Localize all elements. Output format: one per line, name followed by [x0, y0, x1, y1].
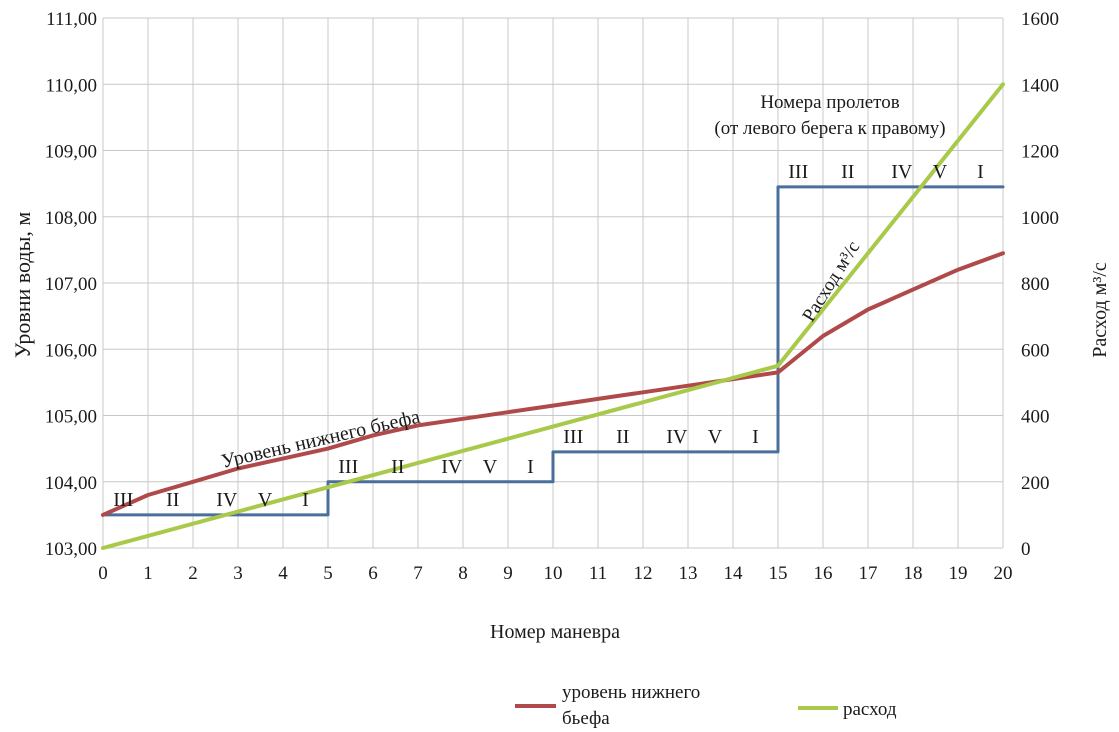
span-label: III: [563, 426, 583, 448]
legend: уровень нижнего бьефа расход: [515, 682, 897, 729]
x-tick-label: 4: [278, 563, 288, 584]
y-left-tick-label: 104,00: [45, 473, 97, 494]
span-label: II: [616, 426, 629, 448]
span-label: IV: [666, 426, 688, 448]
span-label: IV: [891, 161, 913, 183]
x-tick-label: 20: [994, 563, 1013, 584]
x-tick-label: 8: [458, 563, 468, 584]
x-tick-label: 14: [724, 563, 744, 584]
y-left-tick-label: 107,00: [45, 274, 97, 295]
x-tick-label: 2: [188, 563, 198, 584]
y-right-tick-label: 1000: [1021, 208, 1059, 229]
span-label: I: [302, 489, 309, 511]
span-label: V: [933, 161, 948, 183]
span-label: V: [258, 489, 273, 511]
x-tick-label: 10: [544, 563, 563, 584]
y-right-tick-label: 1600: [1021, 9, 1059, 30]
y-right-tick-label: 0: [1021, 539, 1031, 560]
spans-title-line-1: Номера пролетов: [760, 92, 899, 113]
x-tick-label: 9: [503, 563, 513, 584]
x-tick-label: 18: [904, 563, 923, 584]
y-right-tick-label: 600: [1021, 340, 1050, 361]
y-left-tick-label: 103,00: [45, 539, 97, 560]
x-tick-label: 0: [98, 563, 108, 584]
span-label: I: [527, 456, 534, 478]
span-label: II: [841, 161, 854, 183]
span-step-series: [101, 185, 1005, 517]
x-tick-label: 12: [634, 563, 653, 584]
span-label: V: [708, 426, 723, 448]
y-right-axis-label: Расход м³/с: [1089, 262, 1111, 358]
legend-label-discharge: расход: [843, 699, 897, 720]
span-label: III: [788, 161, 808, 183]
span-label: IV: [216, 489, 238, 511]
legend-label-tailwater-line2: бьефа: [562, 708, 610, 729]
x-axis-label: Номер маневра: [490, 621, 620, 643]
series-line-discharge: [101, 82, 1005, 550]
spans-title-line-2: (от левого берега к правому): [714, 118, 945, 139]
x-tick-label: 6: [368, 563, 378, 584]
series-lines: [101, 82, 1005, 550]
y-left-tick-label: 111,00: [46, 9, 97, 30]
x-tick-label: 1: [143, 563, 153, 584]
x-tick-label: 13: [679, 563, 698, 584]
span-label: III: [113, 489, 133, 511]
span-label: I: [752, 426, 759, 448]
x-tick-label: 5: [323, 563, 333, 584]
span-label: I: [977, 161, 984, 183]
discharge-line-label: Расход м³/с: [798, 238, 864, 326]
tick-labels: 0 1 2 3 4 5 6 7 8 9 10 11 12 13 14 15 16 17 18 19 20103,0010…: [45, 9, 1059, 584]
y-right-tick-label: 800: [1021, 274, 1050, 295]
y-right-tick-label: 200: [1021, 473, 1050, 494]
y-right-tick-label: 1200: [1021, 142, 1059, 163]
span-label: II: [391, 456, 404, 478]
span-label: IV: [441, 456, 463, 478]
x-tick-label: 3: [233, 563, 243, 584]
y-right-tick-label: 1400: [1021, 75, 1059, 96]
series-line-spans: [101, 185, 1005, 517]
y-left-tick-label: 106,00: [45, 340, 97, 361]
y-left-tick-label: 109,00: [45, 142, 97, 163]
span-label: V: [483, 456, 498, 478]
y-left-tick-label: 105,00: [45, 407, 97, 428]
x-tick-label: 17: [859, 563, 878, 584]
x-tick-label: 7: [413, 563, 423, 584]
y-left-tick-label: 108,00: [45, 208, 97, 229]
grid: [102, 17, 1004, 549]
series-line-tailwater: [101, 251, 1005, 517]
y-left-axis-label: Уровни воды, м: [10, 212, 35, 359]
y-right-tick-label: 400: [1021, 407, 1050, 428]
y-left-tick-label: 110,00: [45, 75, 97, 96]
span-label: II: [166, 489, 179, 511]
x-tick-label: 15: [769, 563, 788, 584]
x-tick-label: 19: [949, 563, 968, 584]
span-label: III: [338, 456, 358, 478]
x-tick-label: 16: [814, 563, 833, 584]
legend-label-tailwater: уровень нижнего: [562, 682, 700, 703]
x-tick-label: 11: [589, 563, 607, 584]
